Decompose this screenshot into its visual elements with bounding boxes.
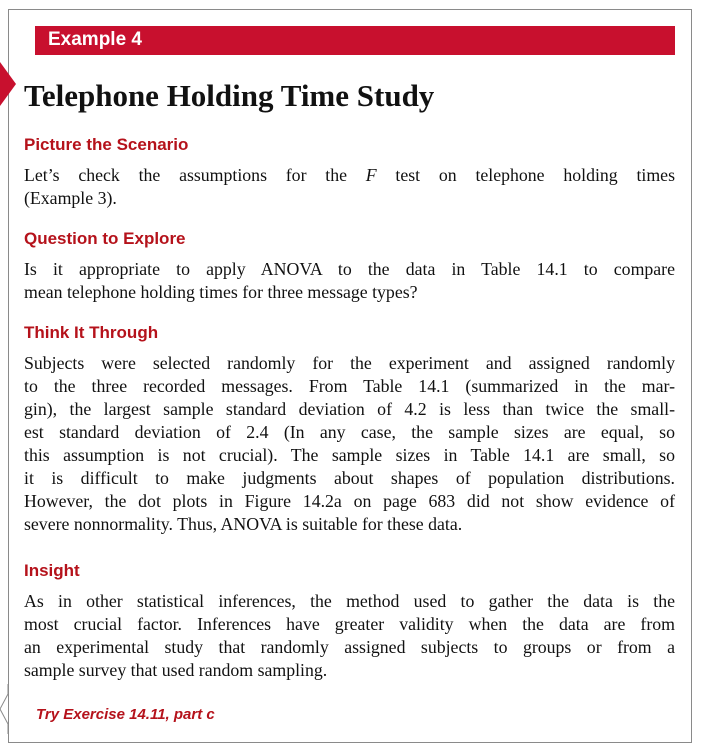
try-exercise-link[interactable]: Try Exercise 14.11, part c [36,706,215,723]
think-line: gin), the largest sample standard deviat… [24,399,675,419]
scenario-paragraph: Let’s check the assumptions for the F te… [24,164,675,210]
question-line: Is it appropriate to apply ANOVA to the … [24,259,675,279]
think-paragraph: Subjects were selected randomly for the … [24,352,675,536]
question-paragraph: Is it appropriate to apply ANOVA to the … [24,258,675,304]
box-corner-notch [0,684,9,734]
question-line: mean telephone holding times for three m… [24,282,418,302]
think-line: this assumption is not crucial). The sam… [24,445,675,465]
scenario-heading: Picture the Scenario [24,135,189,154]
insight-paragraph: As in other statistical inferences, the … [24,590,675,682]
scenario-line: (Example 3). [24,188,117,208]
left-arrow-marker [0,62,16,106]
example-label: Example 4 [48,29,142,50]
question-heading: Question to Explore [24,229,186,248]
f-statistic-symbol: F [365,165,377,185]
think-line: to the three recorded messages. From Tab… [24,376,675,396]
scenario-line: Let’s check the assumptions for the F te… [24,165,675,185]
think-line: However, the dot plots in Figure 14.2a o… [24,491,675,511]
insight-line: sample survey that used random sampling. [24,660,328,680]
insight-line: an experimental study that randomly assi… [24,637,675,657]
insight-line: As in other statistical inferences, the … [24,591,675,611]
example-box [8,9,692,743]
think-heading: Think It Through [24,323,159,342]
insight-line: most crucial factor. Inferences have gre… [24,614,675,634]
think-line: it is difficult to make judgments about … [24,468,675,488]
think-line: est standard deviation of 2.4 (In any ca… [24,422,675,442]
insight-heading: Insight [24,561,80,580]
think-line: severe nonnormality. Thus, ANOVA is suit… [24,514,463,534]
example-banner: Example 4 [35,26,675,55]
think-line: Subjects were selected randomly for the … [24,353,675,373]
page-title: Telephone Holding Time Study [24,78,435,113]
